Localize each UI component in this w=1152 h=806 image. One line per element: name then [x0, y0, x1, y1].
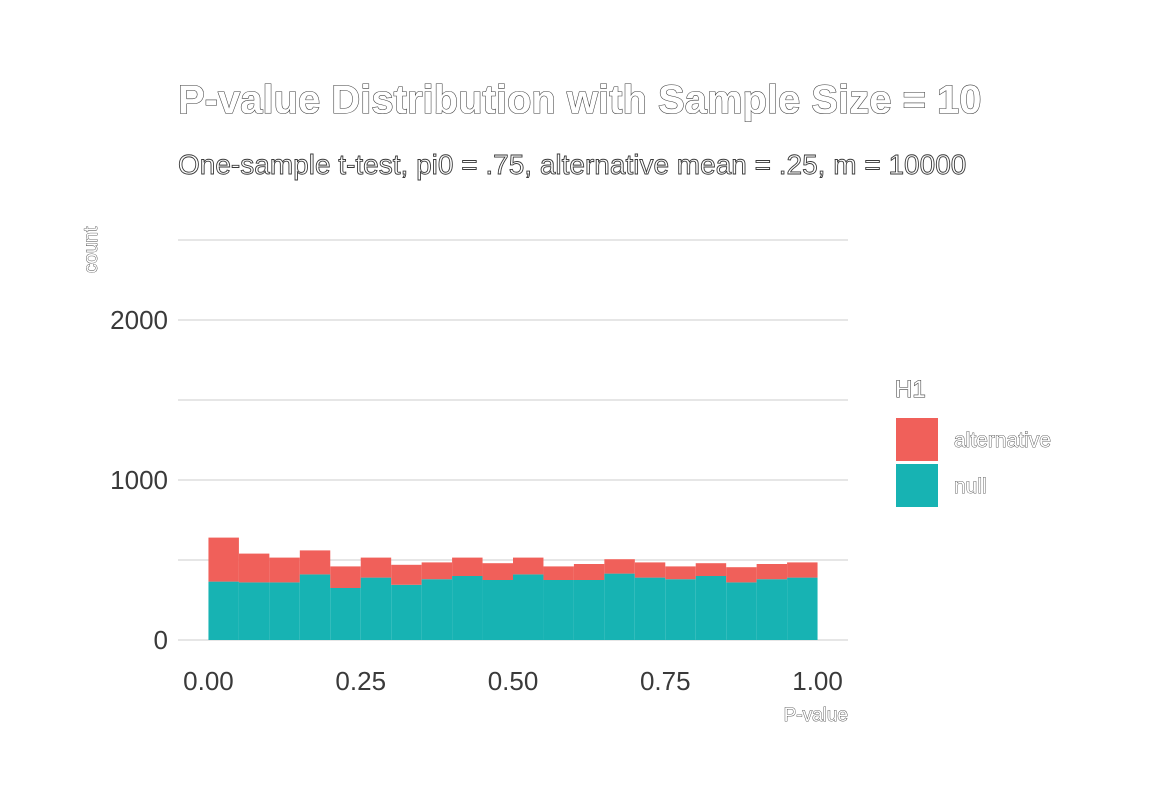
bar-alternative — [391, 564, 422, 585]
bar-null — [513, 574, 544, 640]
bar-null — [665, 579, 696, 640]
bar-null — [695, 576, 727, 640]
chart-title: P-value Distribution with Sample Size = … — [178, 78, 982, 122]
bar-alternative — [452, 557, 483, 576]
bar-alternative — [573, 564, 605, 580]
x-axis-ticks: 0.00 0.25 0.50 0.75 1.00 — [183, 666, 843, 696]
x-tick-label: 0.25 — [335, 666, 386, 696]
legend-swatch-alternative — [896, 418, 938, 461]
bar-null — [604, 573, 635, 640]
y-tick-label: 2000 — [110, 305, 168, 335]
bar-alternative — [634, 562, 666, 578]
bar-alternative — [238, 553, 270, 583]
chart-subtitle: One-sample t-test, pi0 = .75, alternativ… — [178, 149, 966, 180]
bar-alternative — [330, 566, 361, 588]
y-axis-ticks: 0 1000 2000 — [110, 305, 168, 655]
bar-null — [238, 582, 270, 640]
y-axis-title: count — [81, 226, 102, 273]
legend-label-null: null — [954, 475, 987, 498]
bar-alternative — [695, 563, 727, 576]
x-tick-label: 0.75 — [640, 666, 691, 696]
bar-alternative — [543, 566, 574, 580]
bar-alternative — [756, 564, 788, 580]
bar-alternative — [513, 557, 544, 575]
bar-null — [208, 581, 239, 640]
bar-alternative — [299, 550, 331, 575]
bar-null — [360, 577, 392, 640]
bar-alternative — [421, 562, 453, 580]
legend-title: H1 — [895, 376, 926, 403]
bar-null — [787, 577, 818, 640]
bar-null — [452, 576, 483, 640]
bars — [208, 537, 818, 640]
x-tick-label: 0.50 — [488, 666, 539, 696]
bar-alternative — [604, 559, 635, 574]
legend: H1 alternative null — [894, 375, 1051, 507]
bar-alternative — [269, 557, 300, 583]
bar-alternative — [726, 567, 757, 583]
bar-alternative — [360, 557, 392, 578]
x-tick-label: 0.00 — [183, 666, 234, 696]
x-axis-title: P-value — [784, 705, 848, 726]
bar-alternative — [482, 563, 513, 580]
bar-null — [421, 579, 453, 640]
bar-null — [756, 579, 788, 640]
bar-null — [726, 582, 757, 640]
bar-null — [482, 580, 513, 640]
bar-null — [543, 580, 574, 640]
legend-swatch-null — [896, 464, 938, 507]
y-tick-label: 1000 — [110, 465, 168, 495]
bar-null — [269, 582, 300, 640]
legend-label-alternative: alternative — [954, 429, 1051, 452]
bar-null — [573, 580, 605, 640]
bar-alternative — [665, 566, 696, 580]
bar-null — [634, 577, 666, 640]
y-tick-label: 0 — [154, 625, 168, 655]
bar-null — [299, 574, 331, 640]
bar-alternative — [208, 537, 239, 582]
x-tick-label: 1.00 — [792, 666, 843, 696]
bar-null — [330, 588, 361, 640]
bar-null — [391, 584, 422, 640]
bar-alternative — [787, 562, 818, 578]
